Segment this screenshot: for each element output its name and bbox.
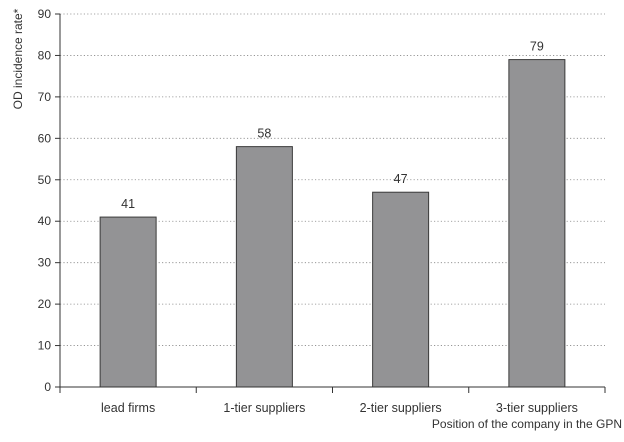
y-tick-label: 0 (44, 380, 51, 394)
bars (99, 59, 566, 388)
x-axis-title: Position of the company in the GPN (432, 417, 622, 431)
y-tick-label: 80 (38, 48, 52, 62)
x-tick-label: 3-tier suppliers (496, 401, 578, 415)
y-tick-label: 40 (38, 214, 52, 228)
data-label: 79 (530, 40, 544, 54)
data-labels: 41 58 47 79 (121, 40, 544, 211)
bar (372, 191, 430, 388)
bar (235, 146, 293, 388)
axes (55, 13, 606, 393)
data-label: 47 (394, 172, 408, 186)
gridlines (60, 13, 605, 346)
y-tick-label: 10 (38, 339, 52, 353)
x-tick-labels: lead firms 1-tier suppliers 2-tier supplie… (101, 401, 578, 415)
data-label: 41 (121, 197, 135, 211)
data-label: 58 (257, 127, 271, 141)
bar (508, 59, 566, 388)
x-tick-label: lead firms (101, 401, 155, 415)
y-tick-label: 90 (38, 7, 52, 21)
y-tick-label: 70 (38, 90, 52, 104)
y-tick-labels: 0 10 20 30 40 50 60 70 80 90 (38, 7, 52, 394)
x-tick-label: 1-tier suppliers (223, 401, 305, 415)
y-tick-label: 20 (38, 297, 52, 311)
y-axis-title: OD incidence rate* (11, 8, 25, 109)
y-tick-label: 60 (38, 131, 52, 145)
y-tick-label: 50 (38, 173, 52, 187)
y-tick-label: 30 (38, 256, 52, 270)
bar (99, 216, 157, 388)
x-tick-label: 2-tier suppliers (360, 401, 442, 415)
